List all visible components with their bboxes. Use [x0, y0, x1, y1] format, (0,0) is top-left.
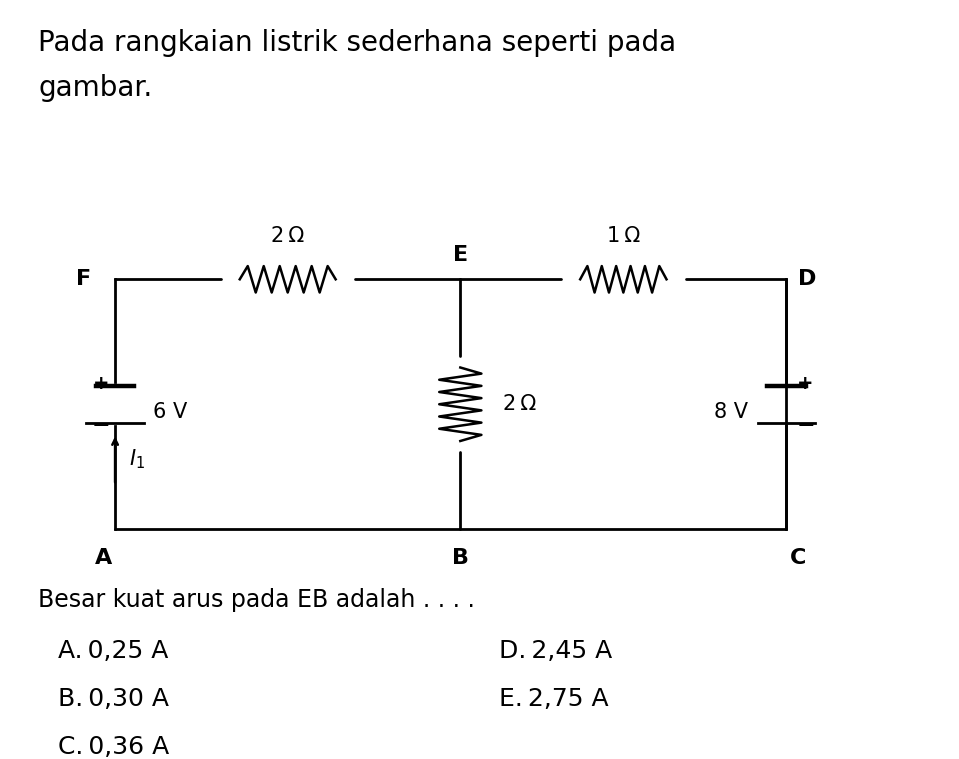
- Text: 8 V: 8 V: [714, 402, 748, 421]
- Text: D: D: [798, 269, 817, 289]
- Text: Pada rangkaian listrik sederhana seperti pada: Pada rangkaian listrik sederhana seperti…: [38, 30, 676, 58]
- Text: B. 0,30 A: B. 0,30 A: [58, 687, 169, 711]
- Text: $I_1$: $I_1$: [129, 448, 146, 471]
- Text: +: +: [797, 374, 814, 393]
- Text: gambar.: gambar.: [38, 74, 152, 102]
- Text: 6 V: 6 V: [153, 402, 188, 421]
- Text: 1 Ω: 1 Ω: [607, 226, 640, 246]
- Text: A. 0,25 A: A. 0,25 A: [58, 639, 168, 663]
- Text: C. 0,36 A: C. 0,36 A: [58, 735, 169, 759]
- Text: E. 2,75 A: E. 2,75 A: [499, 687, 608, 711]
- Text: 2 Ω: 2 Ω: [503, 394, 537, 414]
- Text: Besar kuat arus pada EB adalah . . . .: Besar kuat arus pada EB adalah . . . .: [38, 588, 476, 612]
- Text: F: F: [76, 269, 91, 289]
- Text: −: −: [796, 416, 815, 436]
- Text: 2 Ω: 2 Ω: [271, 226, 304, 246]
- Text: +: +: [92, 374, 109, 393]
- Text: E: E: [453, 244, 468, 265]
- Text: A: A: [95, 547, 111, 568]
- Text: B: B: [452, 547, 469, 568]
- Text: C: C: [790, 547, 807, 568]
- Text: D. 2,45 A: D. 2,45 A: [499, 639, 612, 663]
- Text: −: −: [91, 416, 110, 436]
